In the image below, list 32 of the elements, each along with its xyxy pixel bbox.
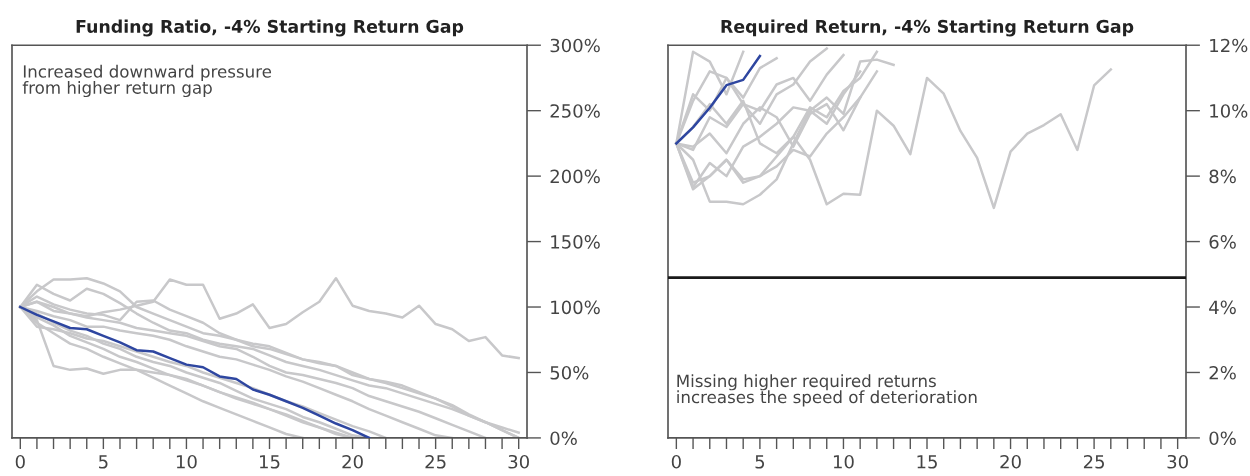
- x-tick-label: 10: [833, 454, 854, 469]
- y-tick-label: 300%: [550, 38, 600, 53]
- y-tick-label: 0%: [1209, 431, 1236, 446]
- x-tick-label: 10: [176, 454, 197, 469]
- x-tick-label: 20: [342, 454, 363, 469]
- x-tick-label: 25: [425, 454, 446, 469]
- x-tick-label: 25: [1083, 454, 1105, 469]
- y-tick-label: 8%: [1209, 169, 1236, 184]
- y-tick-label: 4%: [1209, 300, 1236, 315]
- x-tick-label: 5: [755, 455, 765, 469]
- x-tick-label: 0: [671, 454, 681, 469]
- x-tick-label: 0: [15, 454, 25, 469]
- y-tick-label: 12%: [1210, 38, 1248, 53]
- y-tick-label: 200%: [550, 169, 600, 184]
- y-tick-label: 150%: [551, 235, 600, 249]
- y-tick-label: 10%: [1210, 104, 1248, 118]
- y-tick-label: 0%: [550, 431, 577, 446]
- annotation: Increased downward pressure from higher return gap: [22, 64, 272, 98]
- chart-title: Funding Ratio, -4% Starting Return Gap: [76, 19, 464, 37]
- x-tick-label: 30: [1167, 454, 1188, 469]
- x-tick-label: 20: [1000, 454, 1021, 469]
- y-tick-label: 6%: [1209, 235, 1236, 249]
- x-tick-label: 15: [917, 455, 937, 469]
- y-tick-label: 2%: [1209, 365, 1236, 380]
- y-tick-label: 250%: [550, 104, 600, 118]
- x-tick-label: 30: [508, 454, 529, 469]
- y-tick-label: 50%: [550, 365, 589, 380]
- x-tick-label: 5: [99, 455, 108, 469]
- chart-title: Required Return, -4% Starting Return Gap: [721, 19, 1134, 37]
- x-tick-label: 15: [260, 455, 280, 469]
- y-tick-label: 100%: [551, 300, 600, 315]
- annotation: Missing higher required returns increases the speed of deterioration: [677, 374, 977, 407]
